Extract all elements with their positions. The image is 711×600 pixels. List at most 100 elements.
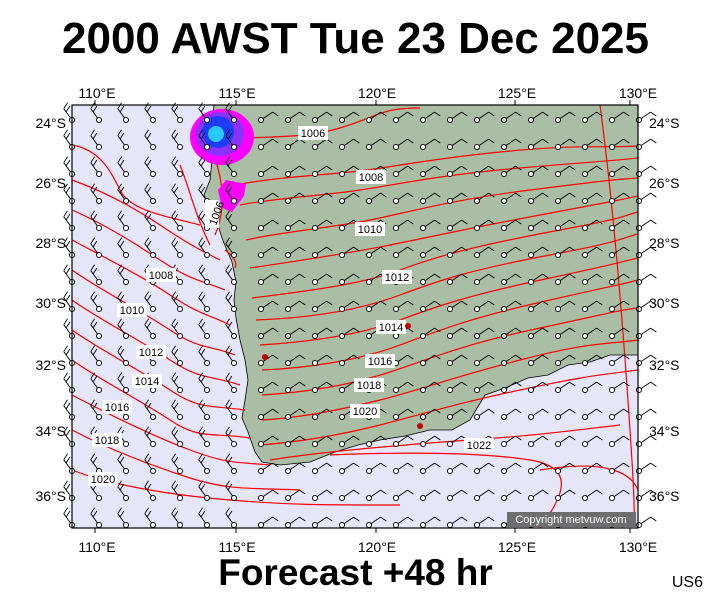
wind-barb	[446, 138, 468, 151]
copyright-box: Copyright metvuw.com	[507, 512, 636, 527]
wind-barb	[198, 156, 211, 178]
wind-barb	[446, 354, 468, 367]
lat-label: 34°S	[649, 423, 680, 439]
wind-barb	[284, 354, 306, 367]
wind-barb	[338, 327, 360, 340]
wind-barb	[635, 381, 657, 394]
wind-barb	[446, 111, 468, 124]
wind-barb	[365, 300, 387, 313]
city-dot	[405, 323, 411, 329]
wind-barb	[446, 327, 468, 340]
wind-barb	[338, 489, 360, 502]
wind-barb	[581, 489, 603, 502]
wind-barb	[446, 192, 468, 205]
wind-barb	[446, 408, 468, 421]
forecast-label: Forecast +48 hr	[218, 552, 493, 593]
wind-barb	[527, 408, 549, 421]
wind-barb	[144, 480, 157, 502]
frame-ticks	[94, 100, 631, 533]
lat-label: 34°S	[35, 423, 66, 439]
wind-barb	[473, 273, 495, 286]
wind-barb	[284, 435, 306, 448]
wind-barb	[284, 165, 306, 178]
wind-barb	[117, 156, 130, 178]
wind-barb	[554, 381, 576, 394]
wind-barb	[581, 354, 603, 367]
wind-barb	[311, 246, 333, 259]
lat-label: 36°S	[35, 488, 66, 504]
wind-barb	[419, 354, 441, 367]
wind-barb	[311, 354, 333, 367]
wind-barb	[171, 318, 184, 340]
wind-barb	[90, 372, 103, 394]
wind-barb	[527, 462, 549, 475]
wind-barb	[90, 399, 103, 421]
wind-barb	[581, 327, 603, 340]
wind-barb	[554, 327, 576, 340]
wind-barb	[527, 138, 549, 151]
wind-barb	[144, 210, 157, 232]
wind-barb	[144, 426, 157, 448]
product-code: US6	[671, 574, 703, 591]
wind-barb	[527, 354, 549, 367]
wind-barb	[63, 264, 76, 286]
wind-barb	[419, 300, 441, 313]
wind-barb	[144, 291, 157, 313]
lon-label: 125°E	[498, 85, 536, 101]
wind-barb	[198, 453, 211, 475]
wind-barb	[581, 408, 603, 421]
wind-barb	[338, 246, 360, 259]
wind-barb	[527, 165, 549, 178]
wind-barb	[527, 300, 549, 313]
wind-barb	[608, 462, 630, 475]
wind-barb	[635, 408, 657, 421]
wind-barb	[581, 192, 603, 205]
wind-barb	[284, 381, 306, 394]
wind-barb	[171, 372, 184, 394]
wind-barb	[171, 291, 184, 313]
wind-barb	[225, 318, 238, 340]
wind-barb	[554, 192, 576, 205]
wind-barb	[392, 489, 414, 502]
wind-barb	[446, 462, 468, 475]
wind-barb	[392, 192, 414, 205]
wind-barb	[117, 129, 130, 151]
lat-label: 30°S	[35, 295, 66, 311]
wind-barb	[392, 111, 414, 124]
isobar-label: 1014	[135, 376, 159, 388]
isobar-label: 1012	[139, 347, 163, 359]
wind-barb	[446, 273, 468, 286]
lat-label: 32°S	[35, 357, 66, 373]
wind-barb	[311, 192, 333, 205]
copyright-text: Copyright metvuw.com	[515, 514, 626, 526]
wind-barb	[144, 102, 157, 124]
wind-barb	[257, 435, 279, 448]
wind-barb	[473, 192, 495, 205]
wind-barb	[527, 219, 549, 232]
wind-barb	[419, 138, 441, 151]
wind-barb	[284, 192, 306, 205]
wind-barb	[225, 426, 238, 448]
map-title: 2000 AWST Tue 23 Dec 2025	[62, 14, 649, 63]
wind-barb	[500, 165, 522, 178]
wind-barb	[257, 246, 279, 259]
wind-barb	[608, 408, 630, 421]
wind-barb	[311, 435, 333, 448]
wind-barb	[419, 246, 441, 259]
wind-barb	[392, 381, 414, 394]
wind-barb	[365, 462, 387, 475]
wind-barb	[198, 264, 211, 286]
wind-barb	[554, 219, 576, 232]
isobar-label: 1018	[357, 380, 381, 392]
wind-barb	[311, 381, 333, 394]
wind-barb	[257, 165, 279, 178]
wind-barb	[225, 183, 238, 205]
wind-barb	[581, 138, 603, 151]
wind-barb	[198, 318, 211, 340]
wind-barb	[500, 138, 522, 151]
wind-barb	[338, 138, 360, 151]
wind-barb	[225, 264, 238, 286]
lon-label: 125°E	[498, 539, 536, 555]
wind-barb	[419, 462, 441, 475]
wind-barb	[311, 462, 333, 475]
